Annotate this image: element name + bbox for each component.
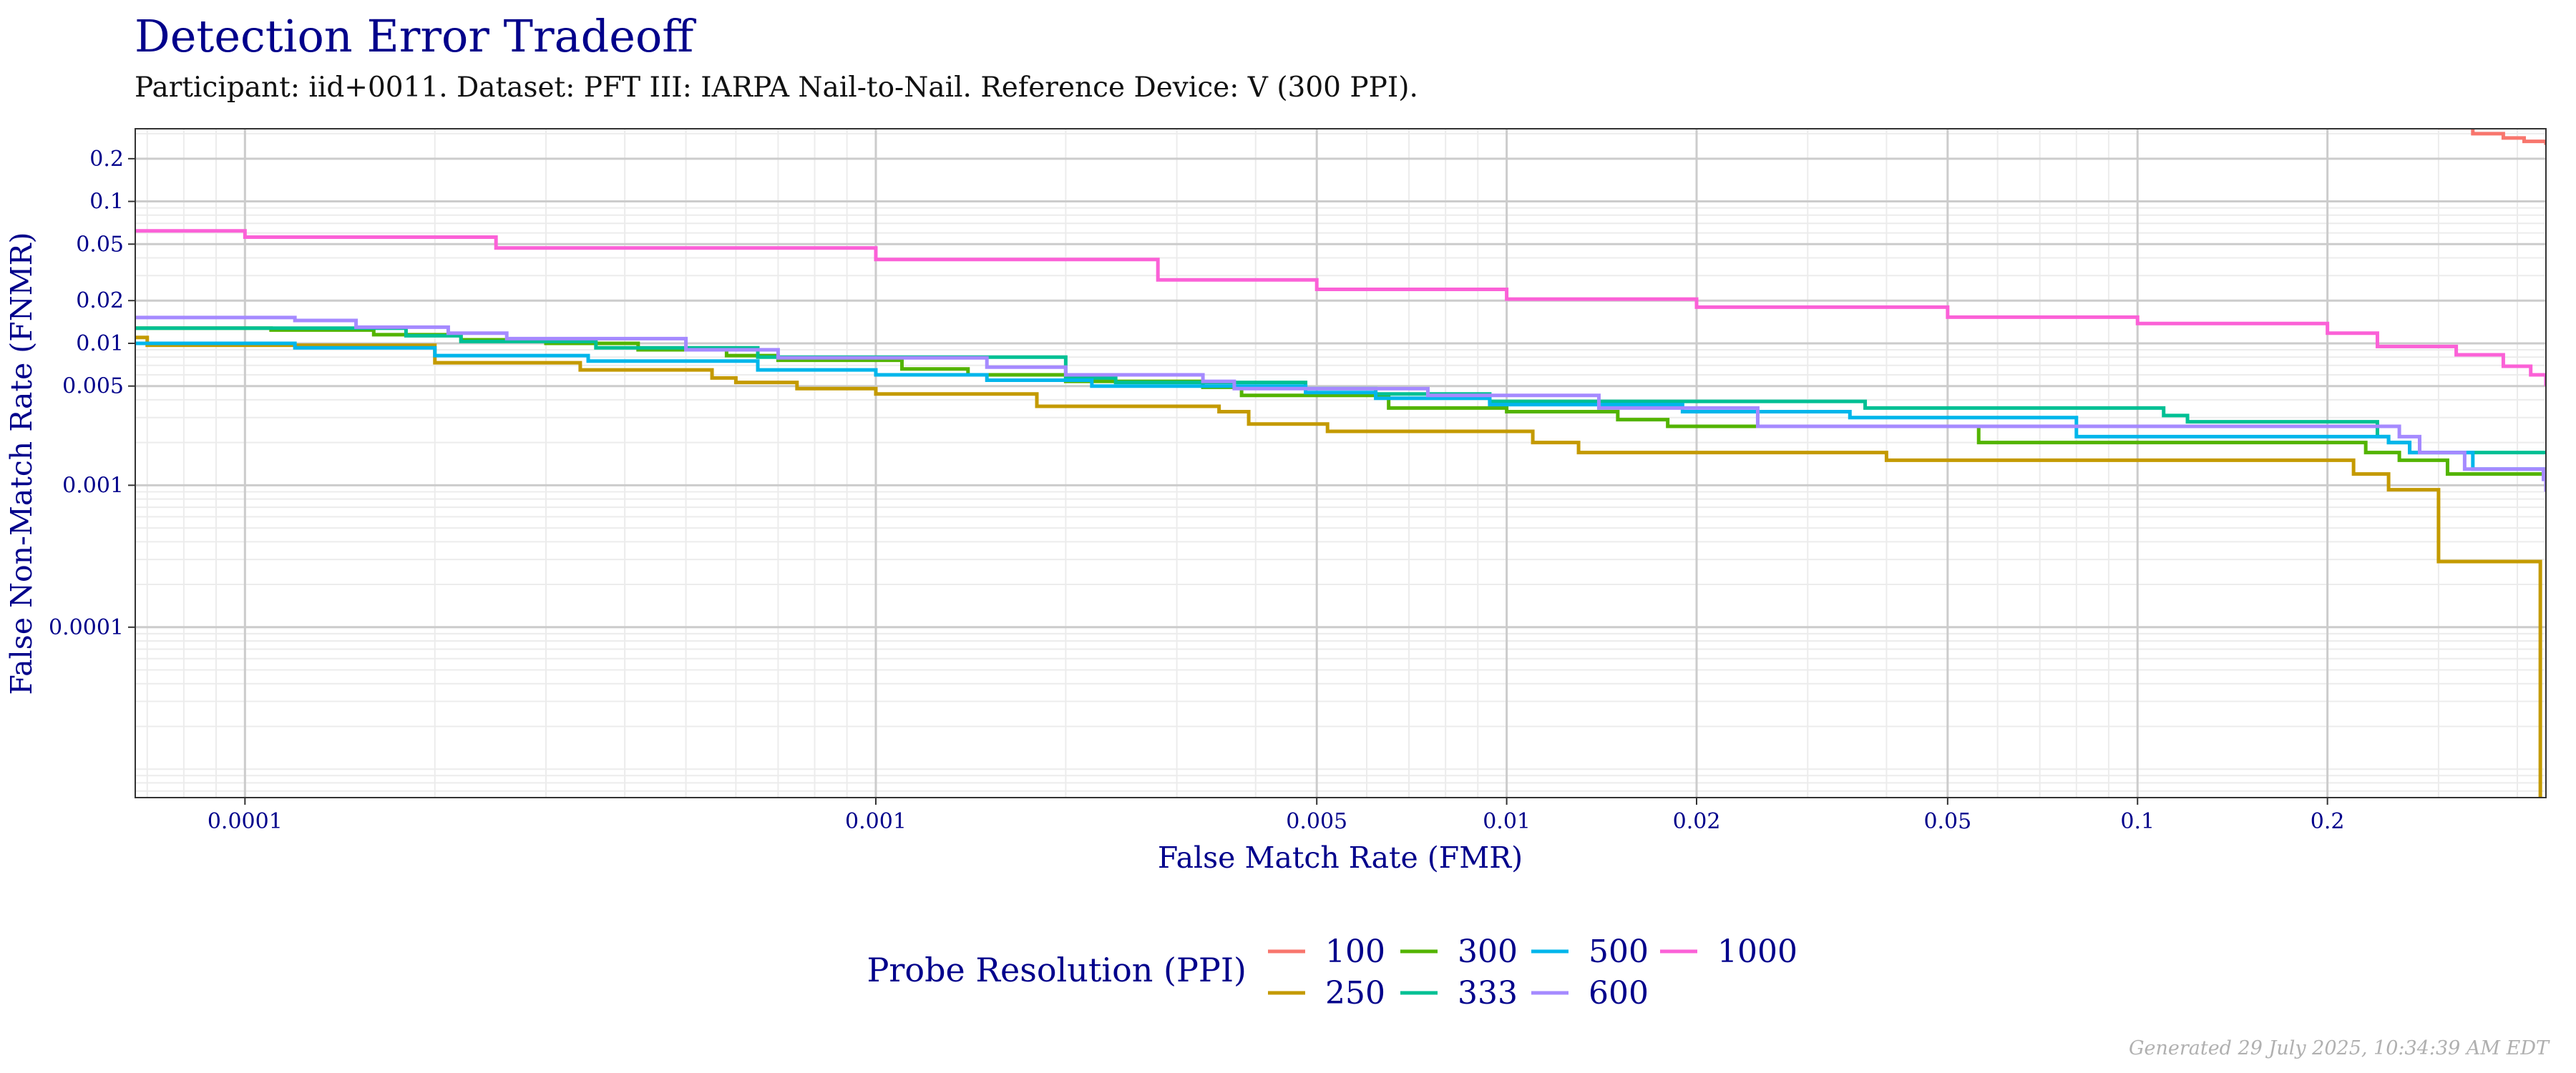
chart-title: Detection Error Tradeoff: [135, 10, 694, 62]
x-axis-title: False Match Rate (FMR): [1158, 841, 1523, 875]
x-tick-label: 0.2: [2311, 809, 2345, 834]
legend-title: Probe Resolution (PPI): [867, 951, 1246, 989]
x-tick-label: 0.0001: [208, 809, 283, 834]
y-tick-label: 0.001: [62, 473, 124, 498]
legend-label-600: 600: [1589, 975, 1649, 1011]
y-tick-label: 0.2: [89, 147, 124, 172]
chart-subtitle: Participant: iid+0011. Dataset: PFT III:…: [135, 72, 1418, 104]
grid: [135, 129, 2546, 798]
y-axis-title: False Non-Match Rate (FNMR): [4, 232, 39, 695]
x-axis-ticks: 0.0001 0.001 0.005 0.01 0.02 0.05 0.1 0.2: [208, 798, 2345, 834]
x-tick-label: 0.1: [2120, 809, 2155, 834]
y-tick-label: 0.005: [62, 374, 124, 399]
x-tick-label: 0.01: [1483, 809, 1531, 834]
legend-label-500: 500: [1589, 934, 1649, 970]
y-axis-ticks: 0.0001 0.001 0.005 0.01 0.02 0.05 0.1 0.2: [49, 147, 135, 640]
series-line-1000-ppi: [135, 229, 2546, 386]
series-line-100-ppi: [2438, 129, 2546, 145]
legend-label-1000: 1000: [1717, 934, 1797, 970]
series-line-600-ppi: [135, 315, 2546, 492]
generated-timestamp: Generated 29 July 2025, 10:34:39 AM EDT: [2128, 1037, 2549, 1059]
y-tick-label: 0.1: [89, 190, 124, 215]
x-tick-label: 0.005: [1286, 809, 1347, 834]
legend: Probe Resolution (PPI) 100 250 300 333 500 60…: [867, 934, 1797, 1011]
y-tick-label: 0.01: [76, 331, 124, 356]
legend-label-100: 100: [1325, 934, 1385, 970]
series-line-500-ppi: [135, 341, 2546, 474]
series-line-250-ppi: [135, 335, 2542, 798]
y-tick-label: 0.02: [76, 288, 124, 313]
series-lines: [135, 129, 2546, 798]
legend-label-333: 333: [1458, 975, 1518, 1011]
x-tick-label: 0.02: [1673, 809, 1721, 834]
y-tick-label: 0.0001: [49, 615, 124, 640]
x-tick-label: 0.001: [845, 809, 907, 834]
legend-label-250: 250: [1325, 975, 1385, 1011]
plot-border: [135, 128, 2547, 798]
legend-label-300: 300: [1458, 934, 1518, 970]
y-tick-label: 0.05: [76, 232, 124, 257]
x-tick-label: 0.05: [1923, 809, 1971, 834]
